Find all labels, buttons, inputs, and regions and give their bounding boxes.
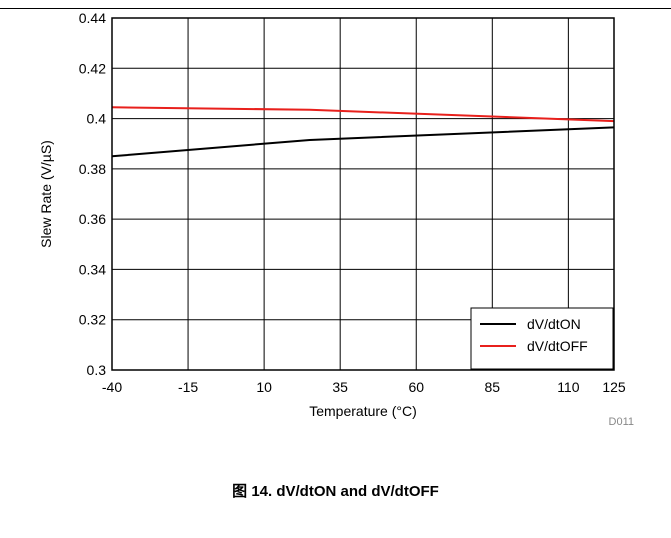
y-tick-label: 0.34 <box>79 261 106 277</box>
x-tick-label: 125 <box>602 379 626 395</box>
x-tick-label: 110 <box>557 379 580 395</box>
legend-label-off: dV/dtOFF <box>527 338 588 354</box>
x-tick-label: 35 <box>332 379 348 395</box>
y-tick-label: 0.44 <box>79 10 106 26</box>
figure-caption: 图 14. dV/dtON and dV/dtOFF <box>232 483 439 500</box>
x-tick-label: 85 <box>485 379 501 395</box>
legend-label-on: dV/dtON <box>527 316 581 332</box>
figure-id-label: D011 <box>609 416 634 428</box>
y-tick-label: 0.36 <box>79 211 106 227</box>
legend-box <box>470 307 614 370</box>
y-tick-label: 0.38 <box>79 161 106 177</box>
x-tick-label: 60 <box>408 379 424 395</box>
slew-rate-chart: 0.3 0.32 0.34 0.36 0.38 0.4 0.42 0.44 -40 -15 10 3… <box>38 10 634 428</box>
y-tick-label: 0.42 <box>79 60 106 76</box>
y-axis-label: Slew Rate (V/µS) <box>38 140 54 248</box>
legend: dV/dtON dV/dtOFF <box>470 307 614 370</box>
y-tick-labels: 0.3 0.32 0.34 0.36 0.38 0.4 0.42 0.44 <box>79 10 106 378</box>
x-axis-label: Temperature (°C) <box>309 403 417 419</box>
y-tick-label: 0.32 <box>79 312 106 328</box>
x-tick-label: -15 <box>178 379 198 395</box>
series-line-dvdt-off <box>111 106 615 123</box>
series-lines <box>111 106 615 158</box>
top-rule <box>0 8 671 9</box>
y-tick-label: 0.4 <box>87 111 107 127</box>
x-tick-labels: -40 -15 10 35 60 85 110 125 <box>102 379 626 395</box>
x-tick-label: -40 <box>102 379 122 395</box>
series-line-dvdt-on <box>111 126 615 158</box>
x-tick-label: 10 <box>256 379 272 395</box>
y-tick-label: 0.3 <box>87 362 107 378</box>
plot-frame <box>111 17 615 371</box>
